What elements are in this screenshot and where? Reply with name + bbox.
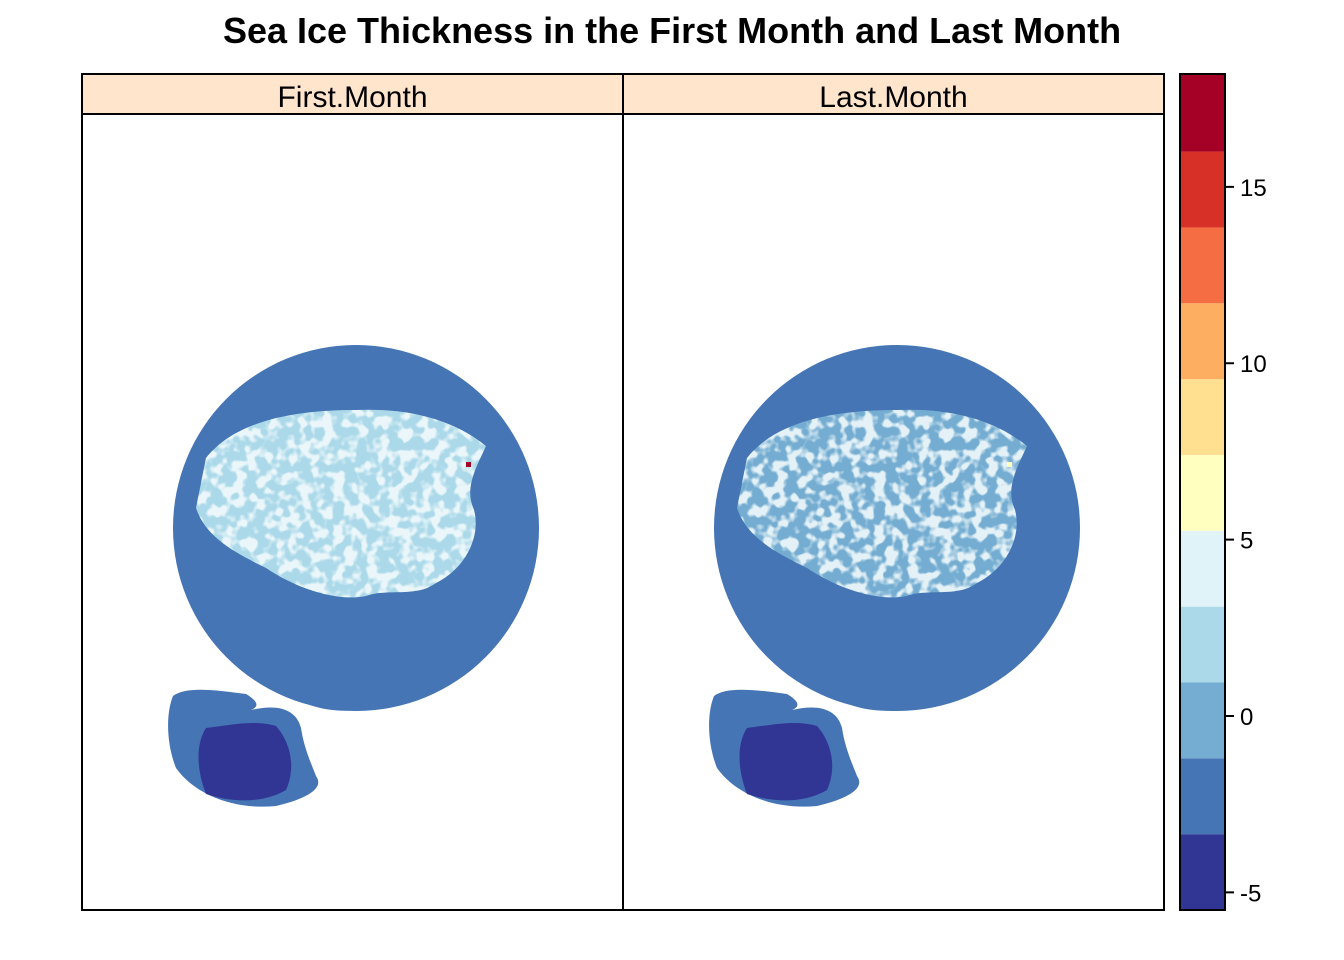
panels-layer: First.Month Last.Month	[81, 73, 1165, 911]
colorkey-swatch	[1180, 454, 1225, 531]
region-thick-ice	[737, 409, 1027, 598]
colorkey-swatch	[1180, 151, 1225, 228]
colorkey-swatch	[1180, 379, 1225, 455]
colorkey-swatch	[1180, 834, 1225, 910]
colorkey-swatch	[1180, 758, 1225, 835]
colorkey-tick-label: 15	[1240, 175, 1267, 202]
colorkey-swatch	[1180, 303, 1225, 380]
region-hudson-bay	[739, 722, 833, 801]
region-canadian-shelf	[791, 568, 976, 711]
colorkey-swatch	[1180, 530, 1225, 607]
colorkey-tick-label: 5	[1240, 528, 1253, 555]
map-First.Month	[168, 345, 539, 807]
colorkey-frame	[1179, 73, 1226, 911]
strip-label-First.Month: First.Month	[277, 81, 427, 114]
colorkey-swatch	[1180, 74, 1225, 152]
colorkey-swatch	[1180, 606, 1225, 683]
region-hudson-bay	[198, 722, 292, 801]
strip-label-Last.Month: Last.Month	[819, 81, 967, 114]
colorkey-tick-label: -5	[1240, 880, 1261, 907]
colorkey-tick-label: 0	[1240, 704, 1253, 731]
panel-First.Month: First.Month	[81, 73, 624, 911]
colorkey-swatch	[1180, 227, 1225, 304]
region-hotspot	[466, 462, 471, 467]
chart-title: Sea Ice Thickness in the First Month and…	[222, 10, 1122, 51]
panel-Last.Month: Last.Month	[622, 73, 1165, 911]
region-hotspot	[1007, 462, 1012, 467]
strip-First.Month	[81, 73, 624, 115]
map-Last.Month	[709, 345, 1080, 807]
colorkey-tick-label: 10	[1240, 351, 1267, 378]
colorkey-swatch	[1180, 682, 1225, 759]
colorkey: -5 0 5 10 15	[1179, 73, 1267, 911]
region-thick-ice	[196, 409, 486, 598]
region-canadian-shelf	[250, 568, 435, 711]
